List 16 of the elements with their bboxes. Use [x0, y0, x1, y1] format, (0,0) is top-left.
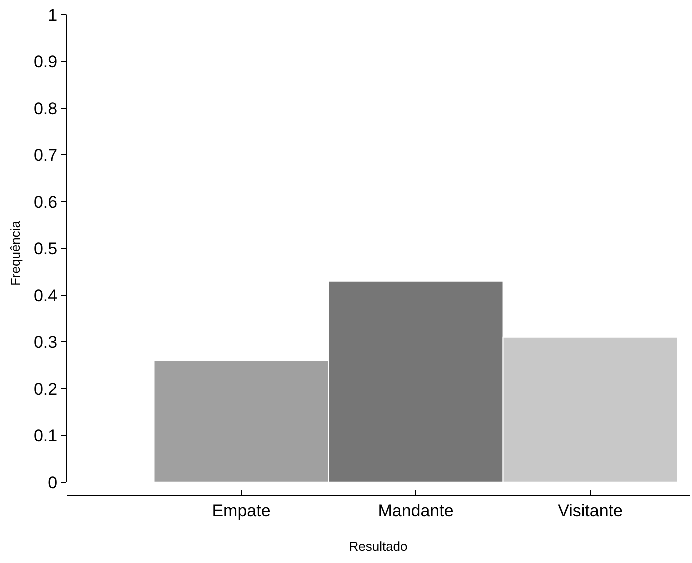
y-tick-label: 0.7	[34, 146, 58, 166]
x-axis-title: Resultado	[349, 539, 408, 554]
y-tick-label: 0.9	[34, 52, 58, 72]
y-tick-label: 0.6	[34, 192, 58, 212]
y-tick-label: 0.1	[34, 426, 58, 446]
y-tick-label: 0.3	[34, 333, 58, 352]
y-tick-label: 0.2	[34, 380, 58, 399]
y-tick-label: 0.8	[34, 99, 58, 118]
y-tick-label: 0.5	[34, 240, 58, 259]
x-tick-label: Empate	[212, 501, 271, 520]
y-tick-label: 1	[48, 6, 58, 25]
x-tick-label: Mandante	[378, 501, 454, 520]
y-tick-label: 0	[48, 473, 58, 492]
x-tick-label: Visitante	[558, 501, 623, 520]
y-tick-label: 0.4	[34, 286, 58, 306]
y-axis-title: Frequência	[8, 220, 23, 286]
